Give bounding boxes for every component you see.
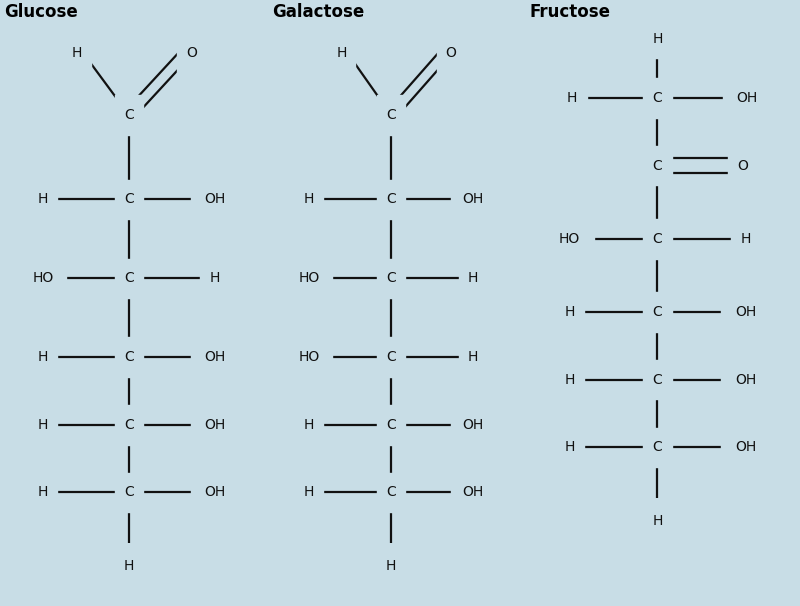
Text: H: H	[652, 514, 662, 528]
Text: O: O	[445, 46, 456, 60]
Text: OH: OH	[734, 305, 756, 319]
Text: H: H	[468, 271, 478, 285]
Text: HO: HO	[298, 271, 320, 285]
Text: C: C	[386, 192, 396, 207]
Text: C: C	[653, 441, 662, 454]
Text: H: H	[38, 192, 48, 207]
Text: H: H	[564, 305, 574, 319]
Text: C: C	[124, 192, 134, 207]
Text: H: H	[304, 418, 314, 432]
Text: C: C	[653, 159, 662, 173]
Text: Fructose: Fructose	[530, 3, 610, 21]
Text: H: H	[740, 232, 750, 246]
Text: OH: OH	[204, 192, 226, 207]
Text: OH: OH	[204, 418, 226, 432]
Text: OH: OH	[736, 91, 758, 105]
Text: H: H	[386, 559, 396, 573]
Text: C: C	[386, 350, 396, 364]
Text: C: C	[124, 271, 134, 285]
Text: C: C	[653, 91, 662, 105]
Text: H: H	[336, 46, 346, 60]
Text: H: H	[564, 373, 574, 387]
Text: C: C	[386, 485, 396, 499]
Text: Galactose: Galactose	[272, 3, 364, 21]
Text: OH: OH	[734, 441, 756, 454]
Text: H: H	[38, 350, 48, 364]
Text: H: H	[468, 350, 478, 364]
Text: H: H	[567, 91, 578, 105]
Text: OH: OH	[462, 418, 483, 432]
Text: C: C	[124, 485, 134, 499]
Text: C: C	[386, 418, 396, 432]
Text: H: H	[38, 485, 48, 499]
Text: O: O	[738, 159, 748, 173]
Text: H: H	[124, 559, 134, 573]
Text: O: O	[186, 46, 197, 60]
Text: OH: OH	[462, 485, 483, 499]
Text: C: C	[386, 108, 396, 122]
Text: H: H	[38, 418, 48, 432]
Text: H: H	[304, 485, 314, 499]
Text: C: C	[124, 418, 134, 432]
Text: C: C	[124, 350, 134, 364]
Text: HO: HO	[559, 232, 580, 246]
Text: Glucose: Glucose	[4, 3, 78, 21]
Text: HO: HO	[298, 350, 320, 364]
Text: OH: OH	[462, 192, 483, 207]
Text: C: C	[653, 232, 662, 246]
Text: OH: OH	[204, 350, 226, 364]
Text: H: H	[210, 271, 220, 285]
Text: HO: HO	[32, 271, 54, 285]
Text: C: C	[124, 108, 134, 122]
Text: OH: OH	[204, 485, 226, 499]
Text: H: H	[564, 441, 574, 454]
Text: C: C	[386, 271, 396, 285]
Text: OH: OH	[734, 373, 756, 387]
Text: H: H	[304, 192, 314, 207]
Text: H: H	[72, 46, 82, 60]
Text: H: H	[652, 32, 662, 46]
Text: C: C	[653, 373, 662, 387]
Text: C: C	[653, 305, 662, 319]
